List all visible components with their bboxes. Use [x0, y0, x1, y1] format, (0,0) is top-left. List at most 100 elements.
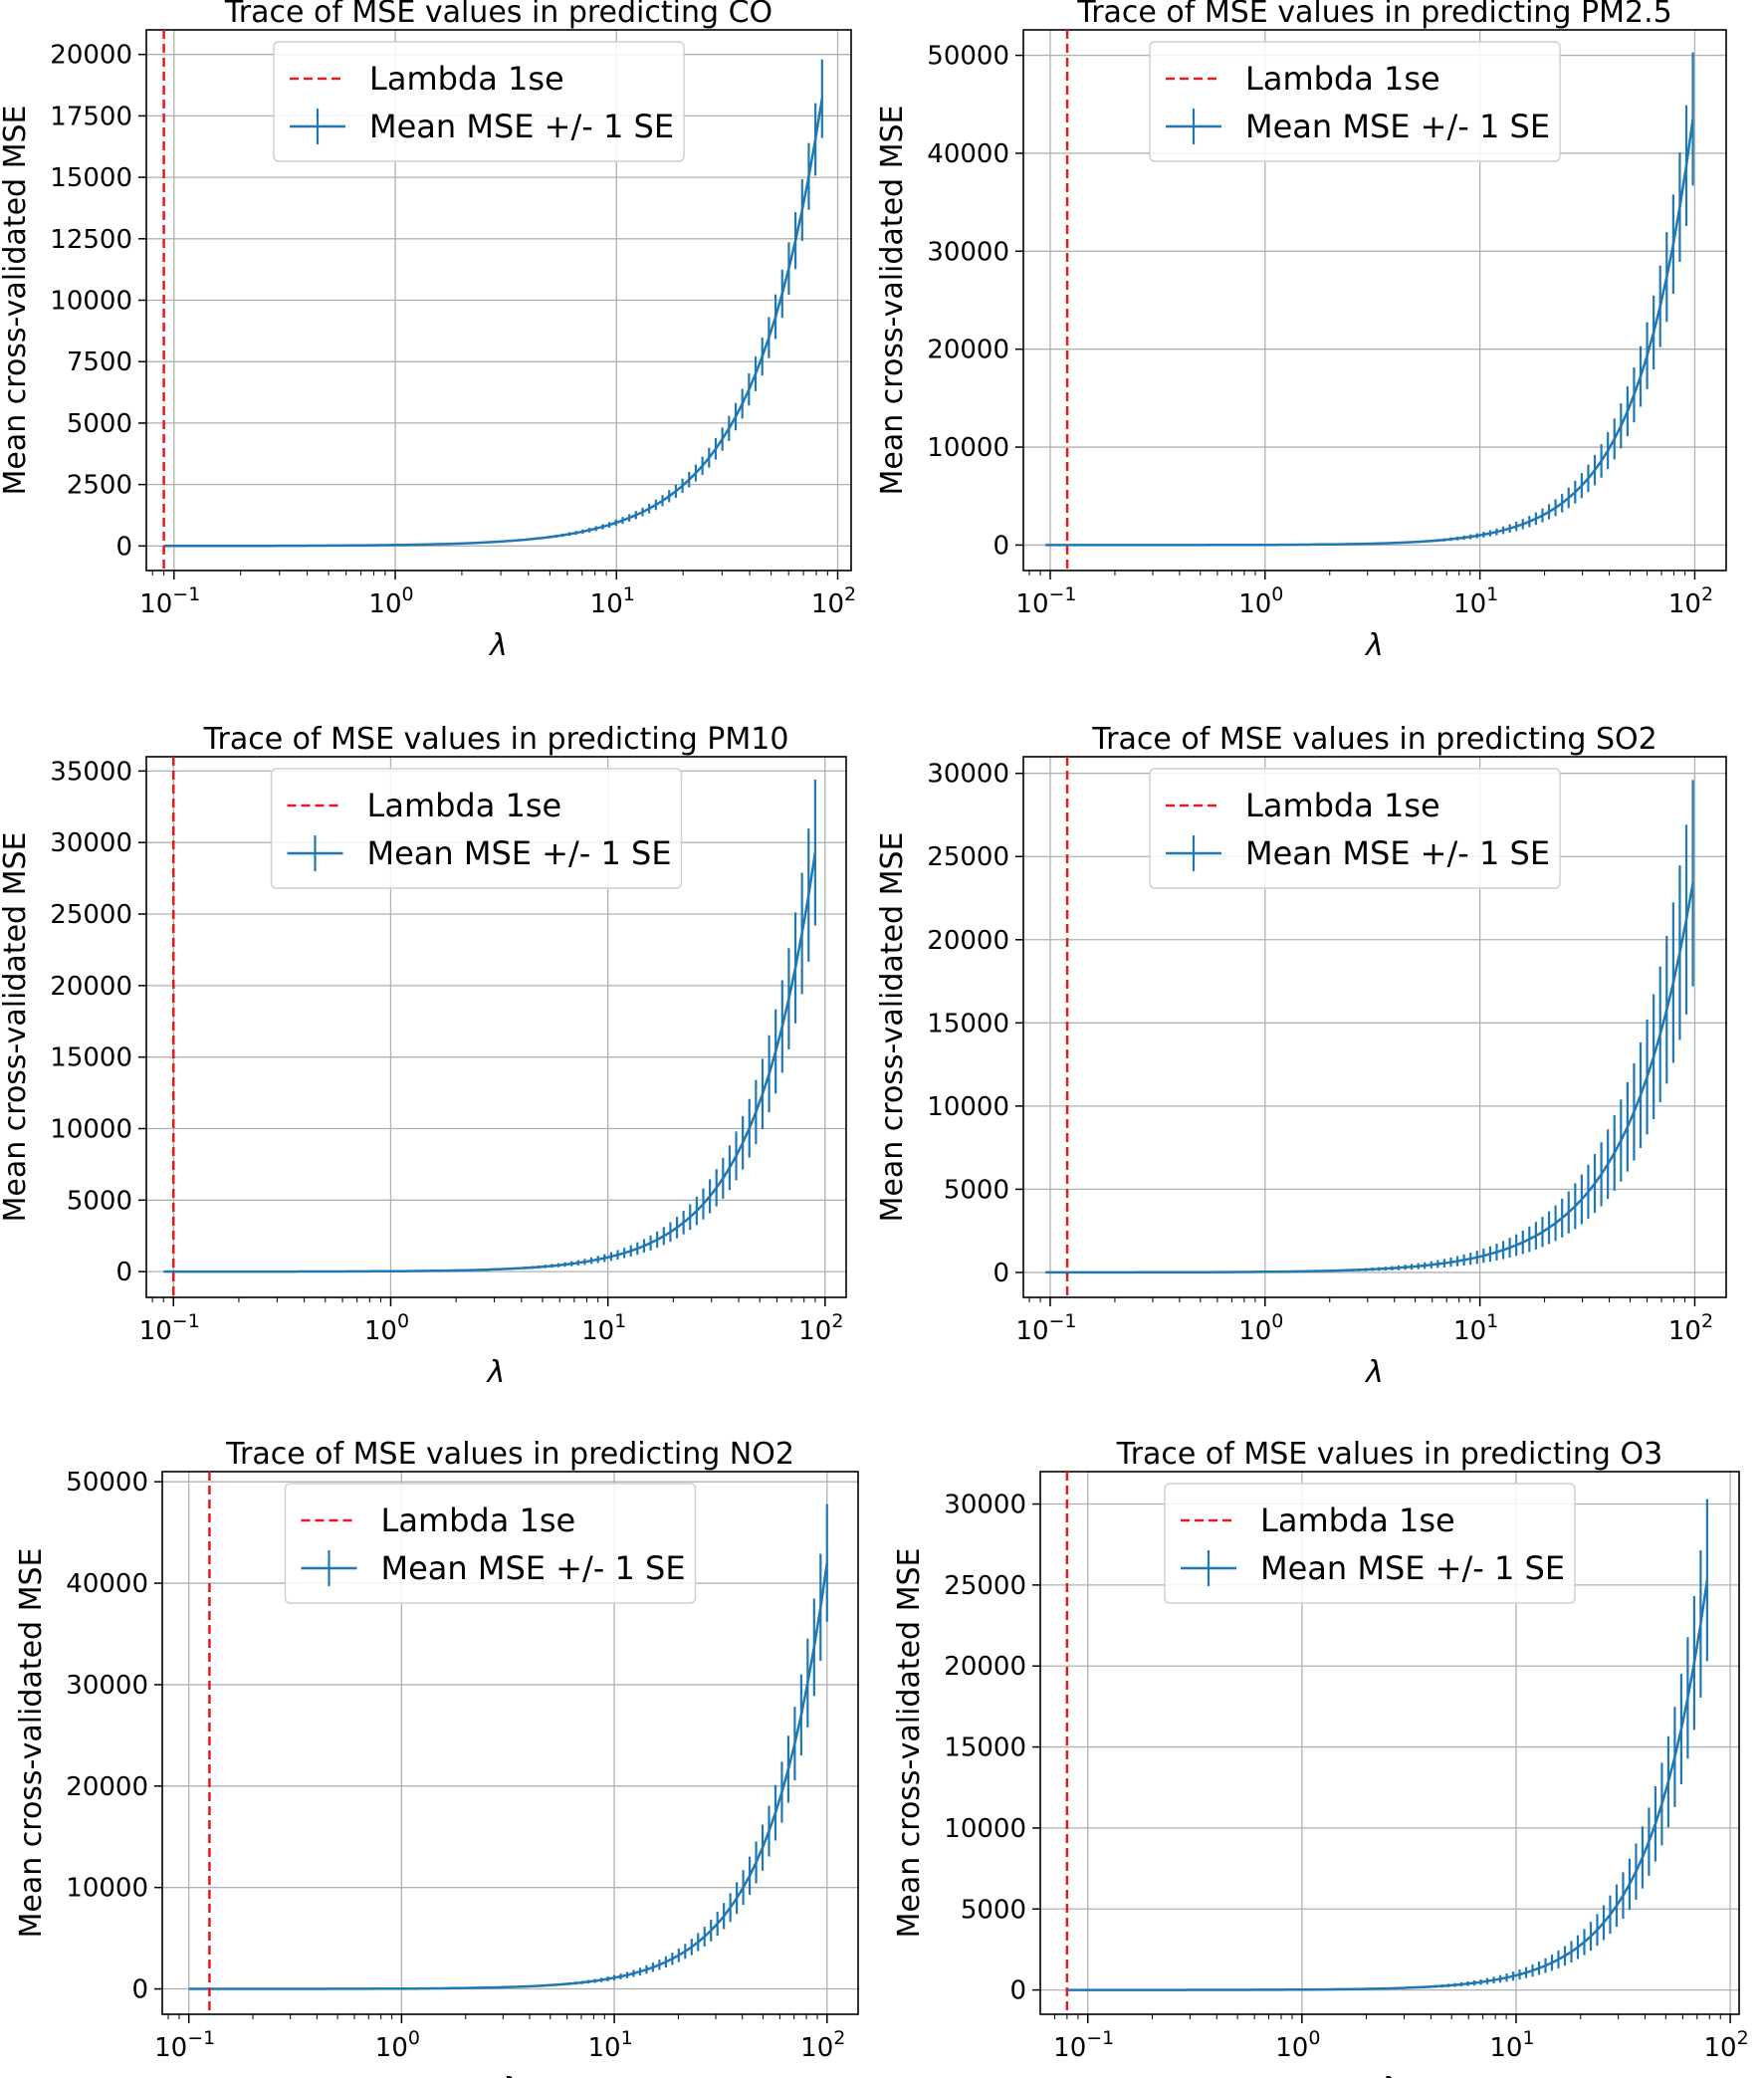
x-tick-label: 101 — [1453, 583, 1498, 619]
chart-panel: Trace of MSE values in predicting SO2 0 50… — [875, 722, 1727, 1390]
y-tick-label: 25000 — [927, 842, 1009, 872]
y-tick-label: 10000 — [944, 1814, 1026, 1844]
x-tick-label: 101 — [1453, 1310, 1498, 1346]
mean-mse-line — [1045, 118, 1694, 547]
mean-mse-line — [1045, 882, 1694, 1274]
chart-title: Trace of MSE values in predicting NO2 — [225, 1437, 794, 1472]
x-axis-label: λ — [1364, 1355, 1384, 1390]
y-tick-label: 5000 — [961, 1895, 1026, 1925]
x-tick-label: 101 — [587, 2027, 632, 2063]
legend-box — [284, 1483, 697, 1604]
x-axis-label: λ — [1379, 2072, 1399, 2078]
y-tick-label: 50000 — [66, 1468, 148, 1498]
y-tick-label: 15000 — [50, 1043, 132, 1073]
legend-entry-lambda-1se: Lambda 1se — [1260, 1501, 1455, 1539]
legend: Lambda 1se Mean MSE +/- 1 SE — [284, 1483, 697, 1604]
y-tick-label: 0 — [131, 1975, 148, 2005]
legend-entry-mean-mse: Mean MSE +/- 1 SE — [367, 834, 672, 872]
chart-panel: Trace of MSE values in predicting NO2010… — [14, 1437, 859, 2078]
chart-title: Trace of MSE values in predicting O3 — [1116, 1437, 1662, 1472]
y-tick-label: 0 — [992, 1259, 1009, 1288]
chart-panel: Trace of MSE values in predicting CO 0 250… — [0, 0, 856, 663]
plot-area — [1045, 757, 1694, 1297]
mean-mse-line — [1066, 1579, 1709, 1991]
x-axis-label: λ — [486, 1355, 506, 1390]
legend-box — [273, 41, 685, 162]
legend-entry-lambda-1se: Lambda 1se — [381, 1501, 576, 1539]
axes-frame — [161, 1471, 859, 2015]
chart-panel: Trace of MSE values in predicting O3 0 500… — [892, 1437, 1749, 2078]
x-tick-label: 10−1 — [139, 583, 200, 619]
x-tick-label: 102 — [798, 1310, 843, 1346]
y-axis-label: Mean cross-validated MSE — [14, 1548, 49, 1939]
legend-box — [1149, 768, 1561, 889]
x-tick-label: 10−1 — [1015, 1310, 1076, 1346]
y-tick-label: 17500 — [50, 102, 132, 131]
plot-area — [1065, 1472, 1709, 2014]
y-tick-label: 0 — [115, 1258, 132, 1287]
x-tick-label: 100 — [1238, 583, 1283, 619]
x-axis-label: λ — [500, 2072, 520, 2078]
x-tick-label: 102 — [1668, 583, 1713, 619]
x-tick-label: 102 — [1668, 1310, 1713, 1346]
y-tick-label: 5000 — [67, 1186, 132, 1216]
legend-box — [270, 768, 683, 889]
y-axis-label: Mean cross-validated MSE — [0, 832, 33, 1223]
y-tick-label: 20000 — [66, 1772, 148, 1802]
legend: Lambda 1se Mean MSE +/- 1 SE — [1149, 768, 1561, 889]
chart-panel: Trace of MSE values in predicting PM10 0 5… — [0, 722, 847, 1390]
y-tick-label: 10000 — [50, 287, 132, 317]
legend-entry-mean-mse: Mean MSE +/- 1 SE — [1245, 834, 1550, 872]
y-tick-label: 20000 — [50, 41, 132, 71]
axes-frame — [1039, 1471, 1740, 2015]
y-tick-label: 20000 — [50, 972, 132, 1002]
x-axis-label: λ — [488, 628, 508, 663]
y-tick-label: 15000 — [50, 163, 132, 193]
x-tick-label: 100 — [375, 2027, 420, 2063]
chart-title: Trace of MSE values in predicting SO2 — [1091, 722, 1656, 757]
y-tick-label: 30000 — [944, 1491, 1026, 1520]
chart-title: Trace of MSE values in predicting PM2.5 — [1076, 0, 1671, 30]
y-tick-label: 5000 — [67, 409, 132, 439]
legend-entry-mean-mse: Mean MSE +/- 1 SE — [1260, 1549, 1565, 1587]
x-tick-label: 10−1 — [139, 1310, 200, 1346]
y-axis-label: Mean cross-validated MSE — [892, 1548, 927, 1939]
y-tick-label: 2500 — [67, 471, 132, 501]
legend-box — [1164, 1483, 1576, 1604]
legend-entry-lambda-1se: Lambda 1se — [1245, 60, 1440, 98]
chart-title: Trace of MSE values in predicting PM10 — [203, 722, 789, 757]
axes-frame — [1022, 29, 1727, 572]
mean-mse-line — [163, 98, 824, 548]
x-tick-label: 102 — [811, 583, 856, 619]
mean-mse-line — [163, 852, 817, 1273]
legend: Lambda 1se Mean MSE +/- 1 SE — [273, 41, 685, 162]
axes-frame — [1022, 756, 1727, 1298]
x-tick-label: 10−1 — [1053, 2027, 1114, 2063]
y-tick-label: 35000 — [50, 757, 132, 787]
y-tick-label: 20000 — [927, 926, 1009, 956]
y-tick-label: 30000 — [927, 237, 1009, 267]
y-axis-label: Mean cross-validated MSE — [0, 106, 33, 496]
legend-entry-lambda-1se: Lambda 1se — [367, 787, 562, 824]
y-tick-label: 20000 — [927, 336, 1009, 365]
y-tick-label: 40000 — [927, 139, 1009, 169]
y-tick-label: 25000 — [944, 1571, 1026, 1601]
x-tick-label: 101 — [1489, 2027, 1534, 2063]
y-tick-label: 10000 — [50, 1114, 132, 1144]
y-tick-label: 30000 — [66, 1671, 148, 1701]
x-tick-label: 100 — [1238, 1310, 1283, 1346]
x-tick-label: 100 — [364, 1310, 409, 1346]
plot-area — [162, 30, 824, 571]
x-tick-label: 101 — [590, 583, 635, 619]
x-tick-label: 100 — [368, 583, 413, 619]
y-tick-label: 25000 — [50, 900, 132, 930]
chart-title: Trace of MSE values in predicting CO — [224, 0, 772, 30]
legend: Lambda 1se Mean MSE +/- 1 SE — [1149, 41, 1561, 162]
y-axis-label: Mean cross-validated MSE — [875, 106, 910, 496]
y-tick-label: 15000 — [927, 1009, 1009, 1039]
y-tick-label: 30000 — [50, 828, 132, 858]
x-tick-label: 100 — [1275, 2027, 1320, 2063]
x-tick-label: 10−1 — [154, 2027, 215, 2063]
y-tick-label: 40000 — [66, 1569, 148, 1599]
